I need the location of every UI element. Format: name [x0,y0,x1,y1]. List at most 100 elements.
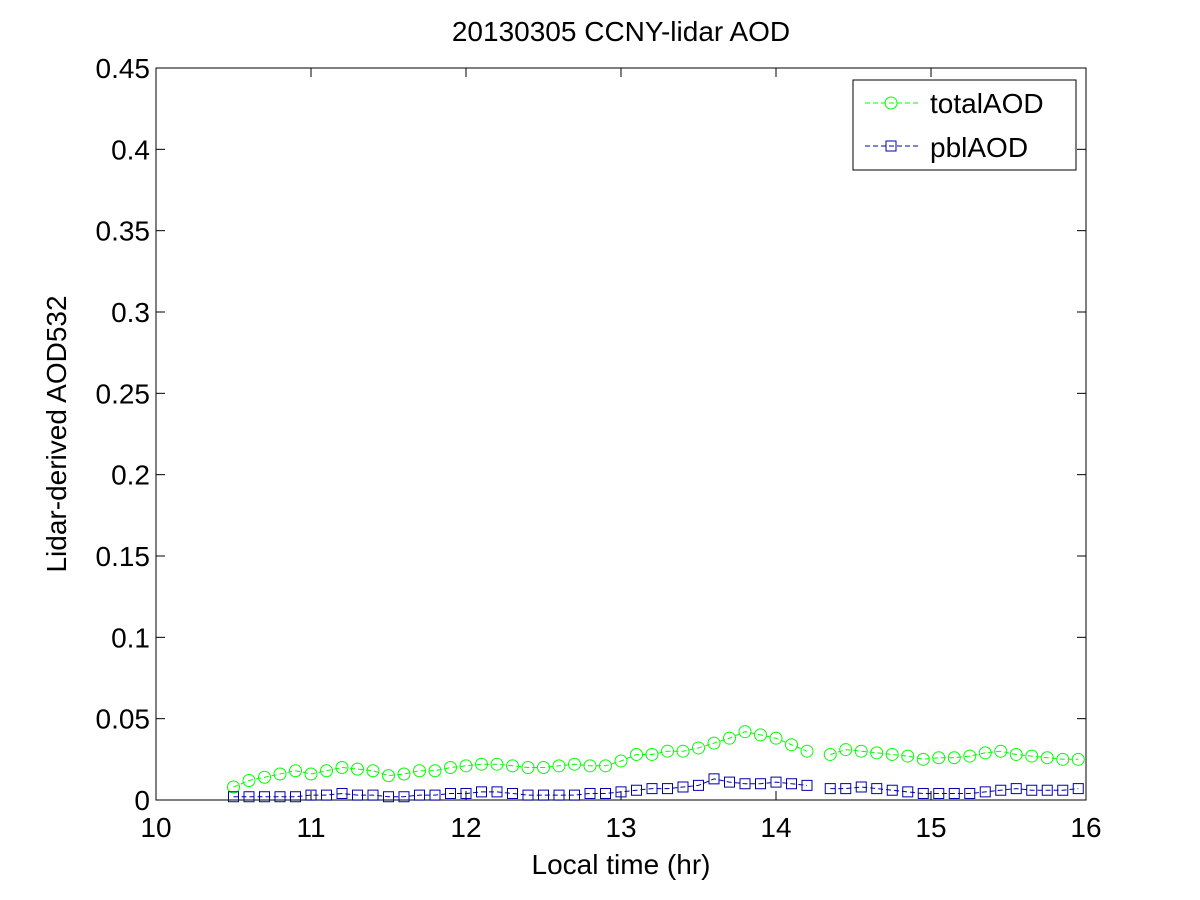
y-tick-label: 0.25 [96,378,151,409]
data-point-pblAOD [336,787,348,799]
data-point-pblAOD [569,789,580,801]
data-point-totalAOD [568,757,581,771]
data-point-totalAOD [258,770,271,784]
y-tick-label: 0.3 [111,297,150,328]
data-point-totalAOD [1025,749,1039,763]
data-point-pblAOD [398,791,410,803]
data-point-totalAOD [645,747,659,761]
data-point-totalAOD [676,744,690,758]
x-tick-label: 16 [1070,812,1101,843]
data-point-pblAOD [367,789,379,801]
data-point-pblAOD [600,787,611,799]
series-pblAOD [228,773,1084,803]
data-point-totalAOD [978,746,992,760]
data-point-totalAOD [738,725,752,739]
data-point-totalAOD [444,760,457,774]
data-point-totalAOD [916,752,930,766]
x-tick-label: 14 [760,812,791,843]
data-point-pblAOD [995,784,1007,796]
data-point-pblAOD [1057,784,1069,796]
legend-box [852,79,1077,171]
data-point-totalAOD [769,731,783,745]
data-point-totalAOD [630,747,643,761]
data-point-totalAOD [351,762,364,776]
data-point-pblAOD [933,787,945,799]
data-point-totalAOD [661,744,674,758]
data-point-pblAOD [445,787,456,799]
data-point-pblAOD [352,789,363,801]
data-point-totalAOD [1009,747,1023,761]
y-tick-label: 0.35 [96,216,151,247]
data-point-totalAOD [692,741,705,755]
plot-area [155,67,1087,801]
data-point-totalAOD [583,759,597,773]
data-point-totalAOD [885,747,899,761]
data-point-totalAOD [707,736,721,750]
data-point-pblAOD [274,791,286,803]
data-point-pblAOD [964,787,976,799]
y-tick-label: 0 [134,785,150,816]
data-point-totalAOD [366,764,380,778]
legend-marker-pblAOD [885,140,897,152]
data-point-totalAOD [413,764,426,778]
data-point-totalAOD [901,749,915,763]
data-point-totalAOD [1071,752,1085,766]
data-point-totalAOD [599,759,612,773]
series-line-pblAOD [233,778,808,798]
data-point-pblAOD [871,783,883,795]
data-point-pblAOD [1041,784,1053,796]
x-tick-label: 13 [605,812,636,843]
data-point-totalAOD [854,744,868,758]
data-point-pblAOD [290,791,301,803]
data-point-totalAOD [839,743,853,757]
legend-entry-pblAOD: pblAOD [865,132,1028,163]
data-point-pblAOD [476,786,487,798]
data-point-pblAOD [507,787,518,799]
data-point-pblAOD [917,787,929,799]
data-point-totalAOD [459,759,473,773]
legend-label-totalAOD: totalAOD [930,88,1044,119]
data-point-pblAOD [724,776,735,788]
data-point-totalAOD [947,751,961,765]
y-tick-label: 0.1 [111,622,150,653]
legend-label-pblAOD: pblAOD [930,132,1028,163]
data-point-totalAOD [537,760,550,774]
data-point-pblAOD [662,783,673,795]
y-tick-label: 0.2 [111,460,150,491]
data-point-totalAOD [273,767,287,781]
data-point-pblAOD [948,787,960,799]
data-point-totalAOD [490,757,504,771]
data-point-pblAOD [584,787,596,799]
data-point-totalAOD [994,744,1008,758]
data-point-pblAOD [305,789,317,801]
data-point-pblAOD [383,791,394,803]
data-point-pblAOD [414,789,425,801]
data-point-pblAOD [228,791,239,803]
data-point-pblAOD [677,781,689,793]
data-point-totalAOD [1040,751,1054,765]
data-point-totalAOD [227,780,240,794]
x-tick-label: 15 [915,812,946,843]
data-point-pblAOD [979,786,991,798]
y-tick-label: 0.05 [96,704,151,735]
series-layer [227,725,1085,803]
data-point-pblAOD [786,778,797,790]
data-point-pblAOD [553,789,565,801]
data-point-totalAOD [932,751,946,765]
y-tick-label: 0.45 [96,53,151,84]
legend-entry-totalAOD: totalAOD [865,88,1044,119]
data-point-pblAOD [902,786,914,798]
data-point-totalAOD [242,773,256,787]
data-point-totalAOD [521,760,535,774]
data-point-pblAOD [855,781,867,793]
data-point-pblAOD [429,789,441,801]
data-point-totalAOD [428,764,442,778]
data-point-totalAOD [800,744,814,758]
data-point-pblAOD [646,783,658,795]
series-line-totalAOD [233,731,808,788]
y-tick-label: 0.4 [111,134,150,165]
legend-marker-totalAOD [884,96,898,110]
data-point-pblAOD [824,783,836,795]
series-totalAOD [227,725,1085,794]
